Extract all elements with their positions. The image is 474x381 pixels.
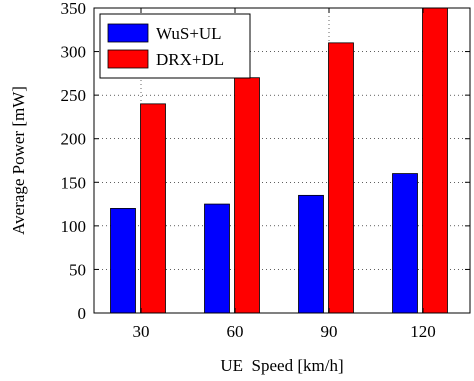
bar-drx-dl-60 <box>234 77 260 314</box>
y-tick-label: 300 <box>61 43 87 62</box>
x-tick-label: 30 <box>133 322 150 341</box>
x-axis-label: UE Speed [km/h] <box>220 356 343 375</box>
legend-label: WuS+UL <box>156 24 222 43</box>
bar-wus-ul-90 <box>298 194 324 314</box>
legend: WuS+UL DRX+DL <box>99 13 251 79</box>
x-tick-label: 120 <box>410 322 436 341</box>
plot-frame <box>93 7 471 314</box>
legend-swatch <box>107 23 149 43</box>
bar-drx-dl-30 <box>140 103 166 314</box>
bar-wus-ul-30 <box>110 208 136 314</box>
x-tick-label: 60 <box>227 322 244 341</box>
bar-wus-ul-120 <box>392 173 418 314</box>
y-tick-label: 250 <box>61 86 87 105</box>
legend-label: DRX+DL <box>156 50 224 69</box>
bars <box>110 7 448 314</box>
bar-drx-dl-120 <box>422 7 448 314</box>
x-tick-label: 90 <box>321 322 338 341</box>
bar-drx-dl-90 <box>328 42 354 314</box>
y-tick-label: 350 <box>61 0 87 18</box>
y-axis-label: Average Power [mW] <box>9 86 28 235</box>
y-tick-label: 50 <box>69 260 86 279</box>
y-tick-label: 200 <box>61 130 87 149</box>
y-tick-label: 150 <box>61 173 87 192</box>
y-tick-label: 100 <box>61 217 87 236</box>
bar-wus-ul-60 <box>204 203 230 314</box>
ticks: 0 50 100 150 200 250 300 350 30 60 90 120 <box>61 0 470 341</box>
y-tick-label: 0 <box>78 304 87 323</box>
legend-swatch <box>107 49 149 69</box>
